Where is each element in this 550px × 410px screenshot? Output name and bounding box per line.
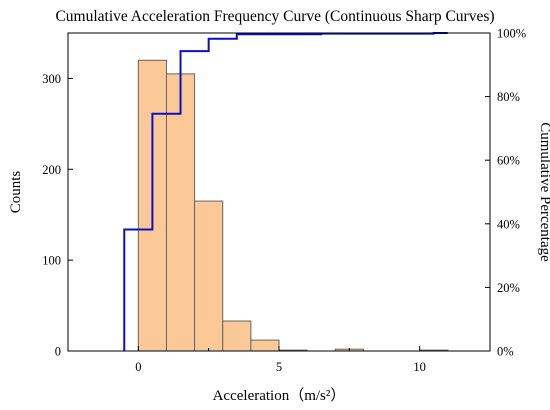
y-axis-label: Counts bbox=[8, 171, 24, 214]
y2-tick-label: 40% bbox=[497, 217, 520, 231]
y2-tick-label: 100% bbox=[497, 27, 526, 41]
cumulative-percentage-line bbox=[123, 32, 448, 351]
y2-tick-label: 80% bbox=[497, 90, 520, 104]
histogram-bars bbox=[137, 59, 449, 352]
x-tick-label: 10 bbox=[413, 360, 426, 374]
histogram-bar bbox=[165, 73, 196, 352]
chart-title: Cumulative Acceleration Frequency Curve … bbox=[55, 8, 494, 25]
y2-tick-label: 60% bbox=[497, 154, 520, 168]
y-tick-label: 200 bbox=[42, 163, 61, 177]
y-tick-label: 300 bbox=[42, 72, 61, 86]
histogram-bar bbox=[194, 200, 224, 352]
y2-axis-label: Cumulative Percentage bbox=[537, 122, 550, 262]
y2-tick-label: 20% bbox=[497, 281, 520, 295]
cumulative-line-layer bbox=[123, 32, 448, 351]
x-axis-label: Acceleration（m/s²） bbox=[213, 387, 346, 404]
x-tick-label: 5 bbox=[276, 360, 282, 374]
y2-tick-label: 0% bbox=[497, 345, 514, 359]
y-tick-label: 0 bbox=[55, 345, 61, 359]
histogram-bar bbox=[222, 320, 252, 352]
histogram-bar bbox=[250, 339, 280, 352]
plot-frame bbox=[67, 32, 491, 352]
y-tick-label: 100 bbox=[42, 254, 61, 268]
x-tick-label: 0 bbox=[135, 360, 141, 374]
